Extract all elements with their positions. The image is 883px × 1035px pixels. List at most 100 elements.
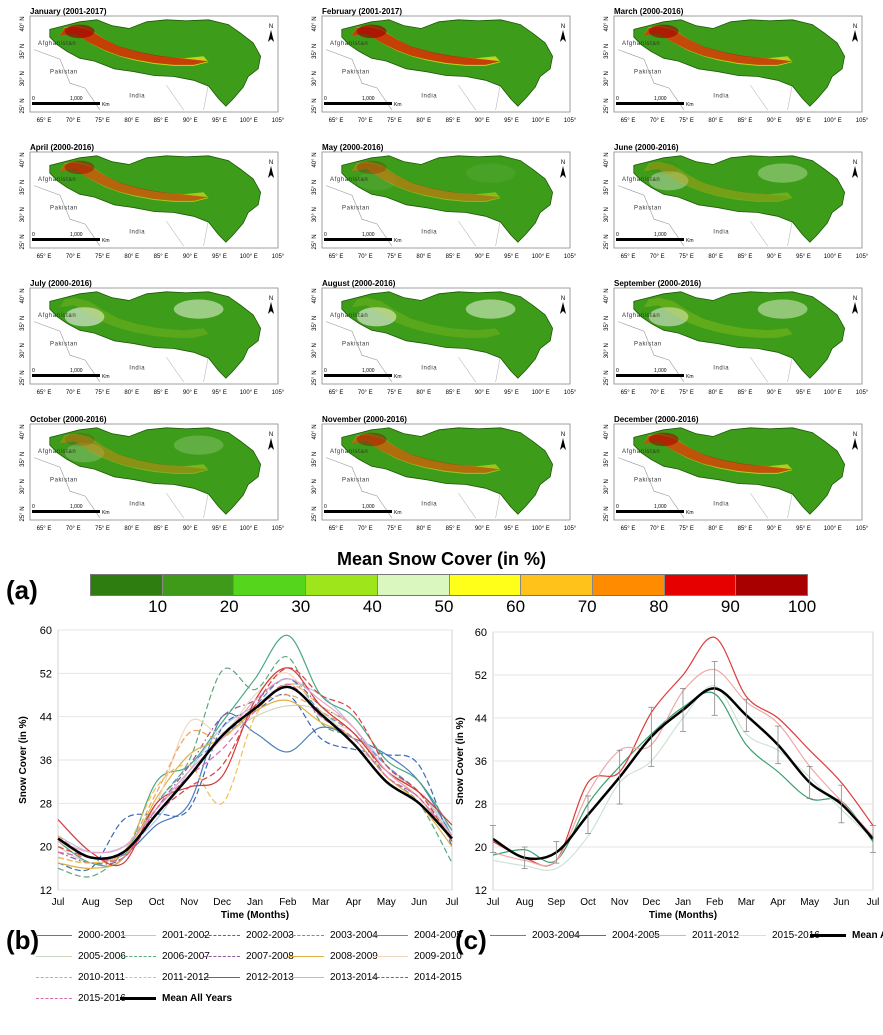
snow-belt-high [643,162,793,201]
snow-belt-moderate [351,161,501,202]
north-arrow-icon [852,30,858,42]
longitude-label: 75° E [95,526,110,532]
latitude-label: 35° N [604,316,610,331]
longitude-label: 85° E [154,526,169,532]
x-tick-label: Jul [487,897,500,908]
longitude-label: 100° E [824,390,842,396]
legend-label: 2015-2016 [78,992,126,1004]
longitude-label: 85° E [738,118,753,124]
snow-free-patch [64,307,105,327]
longitude-label: 90° E [183,390,198,396]
country-label: India [713,366,729,372]
legend-tick-label: 40 [362,597,382,616]
latitude-label: 30° N [20,479,26,494]
longitude-label: 95° E [504,390,519,396]
latitude-label: 30° N [20,71,26,86]
legend-label: 2004-2005 [612,929,660,941]
legend-entry: 2010-2011 [36,967,125,987]
x-tick-label: Oct [580,897,596,908]
legend-entry: 2008-2009 [288,946,378,966]
country-label: Afghanistan [622,41,660,47]
scale-label: 1,000 [70,504,83,510]
longitude-label: 105° [272,254,285,260]
x-tick-label: Dec [642,897,660,908]
longitude-label: 80° E [124,526,139,532]
north-arrow-icon [268,302,274,314]
scale-label: 1,000 [70,368,83,374]
latitude-label: 30° N [604,343,610,358]
legend-color-swatch [591,575,664,595]
legend-entry: 2004-2005 [372,925,462,945]
legend-label: 2002-2003 [246,929,294,941]
country-label: Pakistan [342,342,370,348]
snow-cover-map-grid: January (2001-2017) 40° N 35° N 30° N 25° N 6… [20,7,869,532]
longitude-label: 95° E [212,526,227,532]
longitude-label: 95° E [212,390,227,396]
legend-label: 2011-2012 [162,971,210,983]
latitude-label: 30° N [312,479,318,494]
snow-belt-high [59,26,209,65]
snow-belt-moderate [643,297,793,338]
longitude-label: 95° E [504,254,519,260]
scale-zero: 0 [324,96,327,102]
snow-belt-core [64,24,95,39]
series-line [57,678,453,854]
legend-label: Mean All Years [852,929,883,941]
scale-zero: 0 [32,368,35,374]
scale-unit: Km [102,510,110,516]
legend-entry: 2014-2015 [372,967,462,987]
y-tick-label: 36 [475,756,487,768]
snow-belt-moderate [351,433,501,474]
country-border [617,457,685,519]
snow-free-patch [356,307,397,327]
scale-label: 1,000 [654,504,667,510]
legend-label: 2001-2002 [162,929,210,941]
map-panel: December (2000-2016) 40° N 35° N 30° N 25° N… [604,415,869,532]
snow-belt-moderate [351,297,501,338]
series-line [57,683,453,862]
x-tick-label: Aug [516,897,534,908]
legend-tick-label: 80 [649,597,669,616]
country-border [458,355,501,383]
north-label: N [269,160,273,166]
scale-unit: Km [394,510,402,516]
country-label: India [129,366,145,372]
legend-line-swatch [120,955,156,957]
map-title: September (2000-2016) [614,279,701,288]
snow-free-patch [356,171,397,191]
longitude-label: 90° E [767,526,782,532]
north-arrow-icon [852,438,858,450]
country-label: India [713,502,729,508]
country-label: India [421,94,437,100]
longitude-label: 80° E [416,390,431,396]
snow-belt-high [59,162,209,201]
longitude-label: 105° [856,254,869,260]
x-tick-label: Nov [611,897,629,908]
longitude-label: 90° E [767,390,782,396]
longitude-label: 65° E [329,390,344,396]
longitude-label: 100° E [532,118,550,124]
latitude-label: 25° N [20,98,26,113]
longitude-label: 105° [856,526,869,532]
longitude-label: 70° E [66,526,81,532]
snow-free-patch [648,171,689,191]
legend-line-swatch [36,955,72,957]
x-tick-label: Jan [247,897,263,908]
longitude-label: 95° E [796,390,811,396]
latitude-label: 35° N [604,44,610,59]
latitude-label: 30° N [20,207,26,222]
legend-label: 2013-2014 [330,971,378,983]
snow-free-patch [173,299,224,319]
map-panel: March (2000-2016) 40° N 35° N 30° N 25° N 65°… [604,7,869,124]
snow-belt-core [648,160,679,175]
longitude-label: 100° E [532,526,550,532]
panel-label-b: (b) [6,925,40,955]
legend-line-swatch [120,976,156,978]
scale-unit: Km [102,102,110,108]
snow-free-patch [64,443,105,463]
legend-entry: 2003-2004 [288,925,378,945]
latitude-label: 25° N [604,98,610,113]
latitude-label: 25° N [20,234,26,249]
longitude-label: 65° E [329,254,344,260]
north-label: N [561,160,565,166]
